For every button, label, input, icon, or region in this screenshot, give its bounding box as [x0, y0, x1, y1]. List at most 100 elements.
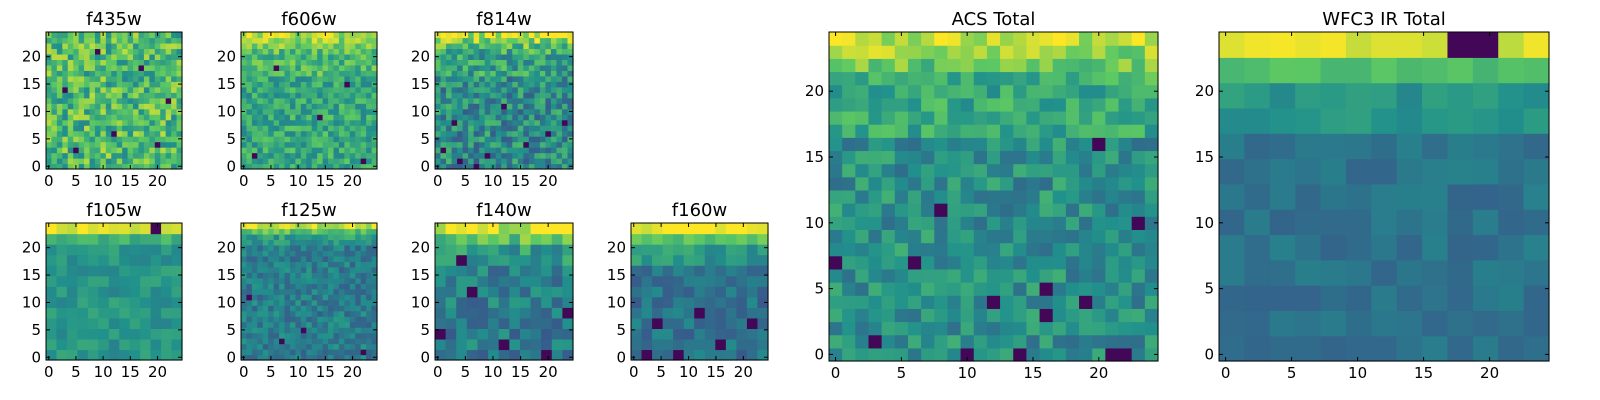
heatmap-cell [46, 114, 53, 121]
heatmap-cell [1079, 84, 1093, 99]
heatmap-cell [457, 97, 464, 104]
heatmap-cell [907, 137, 922, 152]
heatmap-cell [631, 328, 643, 340]
heatmap-cell [333, 266, 340, 273]
heatmap-cell [1498, 57, 1525, 84]
heatmap-cell [300, 294, 307, 301]
heatmap-cell [894, 150, 909, 165]
heatmap-cell [273, 130, 280, 137]
heatmap-cell [652, 296, 664, 308]
heatmap-cell [506, 37, 513, 44]
heatmap-cell [1131, 216, 1146, 230]
heatmap-cell [934, 176, 949, 191]
heatmap-cell [366, 250, 373, 257]
heatmap-cell [539, 114, 546, 121]
heatmap-cell [46, 75, 53, 82]
heatmap-cell [241, 125, 248, 132]
heatmap-cell [328, 316, 335, 323]
heatmap-cell [561, 147, 569, 154]
heatmap-cell [1000, 255, 1014, 270]
heatmap-cell [338, 59, 345, 66]
heatmap-cell [100, 136, 107, 143]
heatmap-cell [371, 97, 378, 104]
heatmap-cell [1052, 124, 1067, 138]
heatmap-cell [311, 97, 318, 104]
heatmap-cell [306, 272, 313, 279]
heatmap-cell [446, 114, 453, 121]
heatmap-cell [360, 228, 367, 235]
heatmap-cell [652, 317, 664, 329]
heatmap-cell [56, 53, 63, 60]
heatmap-cell [268, 255, 275, 262]
heatmap-cell [268, 244, 275, 251]
heatmap-cell [84, 64, 91, 71]
heatmap-cell [46, 59, 53, 66]
heatmap-cell [881, 137, 896, 152]
heatmap-cell [295, 332, 302, 339]
heatmap-cell [631, 265, 643, 277]
heatmap-cell [322, 130, 329, 137]
heatmap-cell [262, 272, 269, 279]
heatmap-cell [551, 286, 563, 298]
heatmap-cell [631, 317, 643, 329]
heatmap-cell [257, 343, 264, 350]
heatmap-cell [1320, 133, 1347, 160]
x-tick-label: 0 [44, 172, 54, 190]
heatmap-cell [160, 158, 167, 165]
heatmap-cell [973, 216, 988, 230]
heatmap-cell [973, 58, 988, 73]
heatmap-cell [440, 70, 447, 77]
x-tick-label: 10 [289, 363, 308, 381]
heatmap-cell [360, 316, 367, 323]
heatmap-cell [842, 255, 856, 270]
heatmap-cell [907, 97, 922, 112]
heatmap-cell [1079, 163, 1093, 178]
heatmap-cell [1013, 295, 1027, 309]
heatmap-cell [530, 317, 542, 329]
heatmap-cell [46, 233, 58, 245]
heatmap-cell [451, 147, 458, 154]
heatmap-cell [1472, 158, 1499, 185]
heatmap-cell [94, 158, 101, 165]
heatmap-cell [322, 316, 329, 323]
heatmap-cell [94, 48, 101, 55]
heatmap-cell [512, 97, 519, 104]
heatmap-cell [262, 37, 269, 44]
heatmap-cell [539, 32, 546, 39]
heatmap-cell [960, 58, 975, 73]
heatmap-cell [907, 321, 922, 336]
heatmap-cell [78, 92, 85, 99]
heatmap-cell [273, 125, 280, 132]
heatmap-cell [268, 158, 275, 165]
heatmap-cell [251, 53, 258, 60]
heatmap-cell [133, 92, 140, 99]
heatmap-cell [273, 283, 280, 290]
heatmap-cell [246, 272, 253, 279]
heatmap-cell [517, 158, 524, 165]
heatmap-cell [279, 81, 286, 88]
heatmap-cell [100, 92, 107, 99]
heatmap-cell [501, 59, 508, 66]
heatmap-cell [262, 310, 269, 317]
heatmap-cell [257, 37, 264, 44]
heatmap-cell [355, 42, 362, 50]
heatmap-cell [295, 70, 302, 77]
heatmap-cell [306, 283, 313, 290]
heatmap-cell [262, 163, 269, 170]
heatmap-cell [160, 64, 167, 71]
heatmap-cell [306, 97, 313, 104]
heatmap-cell [251, 147, 258, 154]
heatmap-cell [289, 37, 296, 44]
heatmap-cell [51, 37, 58, 44]
heatmap-cell [176, 152, 183, 159]
heatmap-cell [111, 119, 118, 126]
heatmap-cell [1118, 216, 1133, 230]
heatmap-cell [947, 268, 962, 283]
heatmap-cell [986, 97, 1001, 112]
heatmap-cell [289, 103, 296, 110]
heatmap-cell [479, 125, 486, 132]
heatmap-cell [257, 299, 264, 306]
heatmap-cell [262, 114, 269, 121]
heatmap-cell [116, 141, 123, 148]
heatmap-cell [171, 70, 178, 77]
